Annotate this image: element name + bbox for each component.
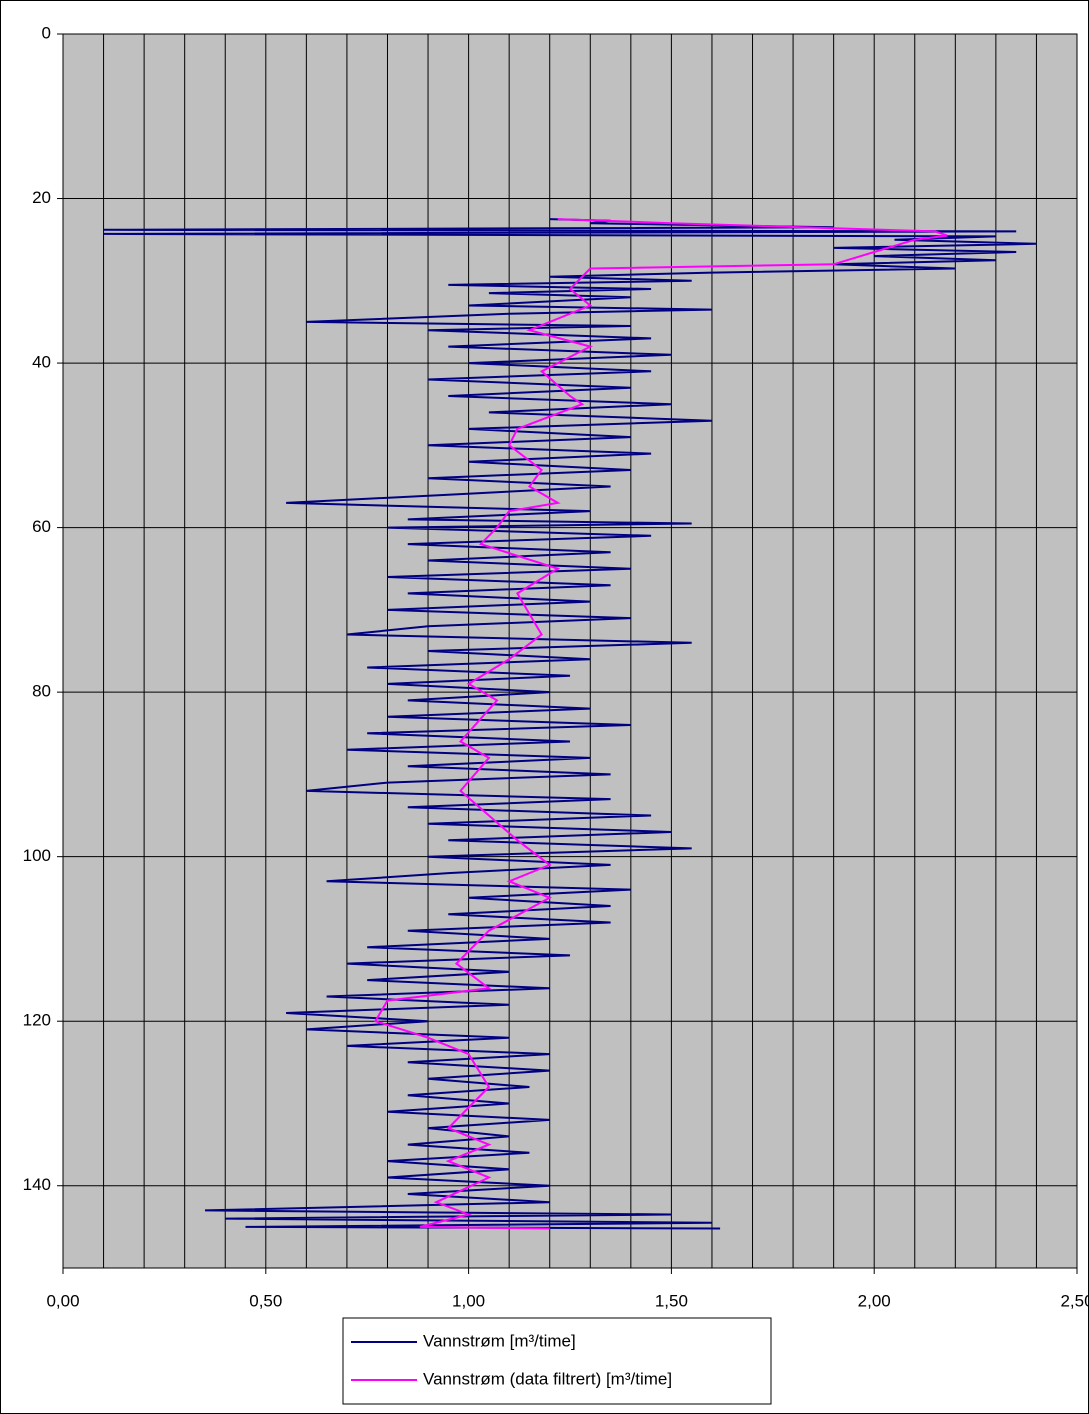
y-tick-label: 120 — [23, 1011, 51, 1030]
y-tick-label: 100 — [23, 846, 51, 865]
y-tick-label: 40 — [32, 353, 51, 372]
y-tick-label: 80 — [32, 682, 51, 701]
x-tick-label: 0,50 — [249, 1291, 282, 1310]
x-tick-label: 2,00 — [858, 1291, 891, 1310]
plot-border — [62, 33, 1078, 1269]
y-tick-label: 20 — [32, 188, 51, 207]
x-tick-label: 1,00 — [452, 1291, 485, 1310]
series-line — [373, 218, 948, 1230]
x-tick-label: 1,50 — [655, 1291, 688, 1310]
y-tick-label: 60 — [32, 517, 51, 536]
y-tick-label: 0 — [42, 23, 51, 42]
x-tick-label: 0,00 — [46, 1291, 79, 1310]
series-line — [103, 218, 1037, 1230]
legend-box — [342, 1317, 772, 1405]
legend-label: Vannstrøm [m³/time] — [423, 1331, 576, 1350]
y-tick-label: 140 — [23, 1175, 51, 1194]
x-tick-label: 2,50 — [1060, 1291, 1089, 1310]
legend-label: Vannstrøm (data filtrert) [m³/time] — [423, 1369, 672, 1388]
